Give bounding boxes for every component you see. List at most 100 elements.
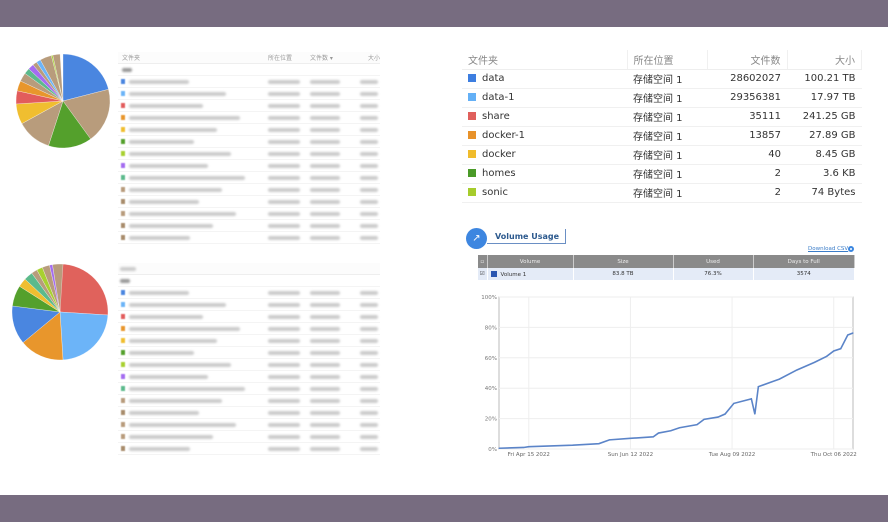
share-color-swatch [468,131,476,139]
folder-color [121,211,125,216]
share-size: 241.25 GB [787,107,862,127]
folder-row[interactable] [118,323,380,335]
share-size: 74 Bytes [787,183,862,203]
plot-area [498,296,854,450]
folder-row[interactable] [118,76,380,88]
pie-slice[interactable] [59,264,108,316]
folder-row[interactable] [118,112,380,124]
share-size: 3.6 KB [787,164,862,184]
folder-row[interactable] [118,88,380,100]
volume-row[interactable]: ☑ Volume 1 83.8 TB 76.3% 3574 [478,268,855,280]
col-volume[interactable]: Volume [487,255,574,268]
col-size[interactable]: Size [573,255,674,268]
usage-point [778,378,780,380]
back-row[interactable] [118,275,380,287]
download-icon[interactable] [848,246,854,252]
folder-row[interactable] [118,184,380,196]
y-tick-label: 40% [485,386,497,392]
pie-slice[interactable] [52,264,64,313]
share-name: share [482,111,510,122]
back-row[interactable] [118,64,380,76]
folder-color [121,386,125,391]
share-row[interactable]: data-1 存储空间 1 29356381 17.97 TB [462,88,862,108]
usage-point [670,430,672,432]
usage-point [826,355,828,357]
col-days[interactable]: Days to Full [753,255,855,268]
folder-row[interactable] [118,311,380,323]
col-size[interactable]: 大小 [367,55,380,62]
share-row[interactable]: docker 存储空间 1 40 8.45 GB [462,145,862,165]
col-location[interactable]: 所在位置 [268,55,293,62]
chart-icon: ↗ [466,228,487,249]
folder-color [121,139,125,144]
folder-row[interactable] [118,196,380,208]
folder-color [121,410,125,415]
share-color-swatch [468,150,476,158]
share-name: docker [482,149,516,160]
folder-color [121,103,125,108]
download-csv-link[interactable]: Download CSV [808,246,849,252]
folder-color [121,79,125,84]
folder-row[interactable] [118,359,380,371]
usage-point [833,350,835,352]
folder-row[interactable] [118,124,380,136]
share-size: 17.97 TB [787,88,862,108]
usage-point [813,361,816,363]
folder-row[interactable] [118,395,380,407]
folder-row[interactable] [118,172,380,184]
col-folder[interactable]: 文件夹 [462,50,628,70]
col-files[interactable]: 文件数 [707,50,788,70]
pie-slice[interactable] [59,311,108,360]
volume-checkbox[interactable]: ☑ [478,268,488,280]
folder-row[interactable] [118,148,380,160]
folder-row[interactable] [118,443,380,455]
pie-slice[interactable] [52,54,64,102]
folder-row[interactable] [118,136,380,148]
share-name: sonic [482,187,508,198]
pie-slice[interactable] [62,54,109,102]
share-location: 存储空间 1 [627,88,707,108]
folder-row[interactable] [118,383,380,395]
col-folder[interactable]: 文件夹 [122,55,141,62]
folder-row[interactable] [118,371,380,383]
folder-color [121,91,125,96]
folder-row[interactable] [118,220,380,232]
folder-color [121,326,125,331]
pie-slice[interactable] [62,89,110,140]
usage-point [703,418,705,420]
col-files[interactable]: 文件数 ▾ [310,55,333,62]
x-tick-label: Tue Aug 09 2022 [708,452,755,458]
select-all-checkbox[interactable]: ▫ [478,255,488,268]
folder-row[interactable] [118,335,380,347]
share-row[interactable]: sonic 存储空间 1 2 74 Bytes [462,183,862,203]
share-color-swatch [468,112,476,120]
col-size[interactable]: 大小 [787,50,862,70]
share-row[interactable]: data 存储空间 1 28602027 100.21 TB [462,69,862,89]
volume-days: 3574 [753,268,855,280]
usage-point [717,416,719,418]
col-used[interactable]: Used [673,255,754,268]
folder-row[interactable] [118,419,380,431]
share-row[interactable]: homes 存储空间 1 2 3.6 KB [462,164,862,184]
col-location[interactable]: 所在位置 [627,50,708,70]
folder-row[interactable] [118,100,380,112]
folder-row[interactable] [118,160,380,172]
folder-color [121,163,125,168]
folder-row[interactable] [118,299,380,311]
share-row[interactable]: docker-1 存储空间 1 13857 27.89 GB [462,126,862,146]
folder-row[interactable] [118,347,380,359]
x-tick-label: Sun Jun 12 2022 [608,452,653,458]
share-size: 8.45 GB [787,145,862,165]
share-name: homes [482,168,516,179]
folder-row[interactable] [118,208,380,220]
share-row[interactable]: share 存储空间 1 35111 241.25 GB [462,107,862,127]
folder-row[interactable] [118,431,380,443]
folder-color [121,199,125,204]
folder-color [121,374,125,379]
table-header [118,263,380,275]
pie-chart-top [16,54,110,148]
folder-row[interactable] [118,287,380,299]
folder-row[interactable] [118,407,380,419]
usage-point [696,424,698,426]
folder-row[interactable] [118,232,380,244]
